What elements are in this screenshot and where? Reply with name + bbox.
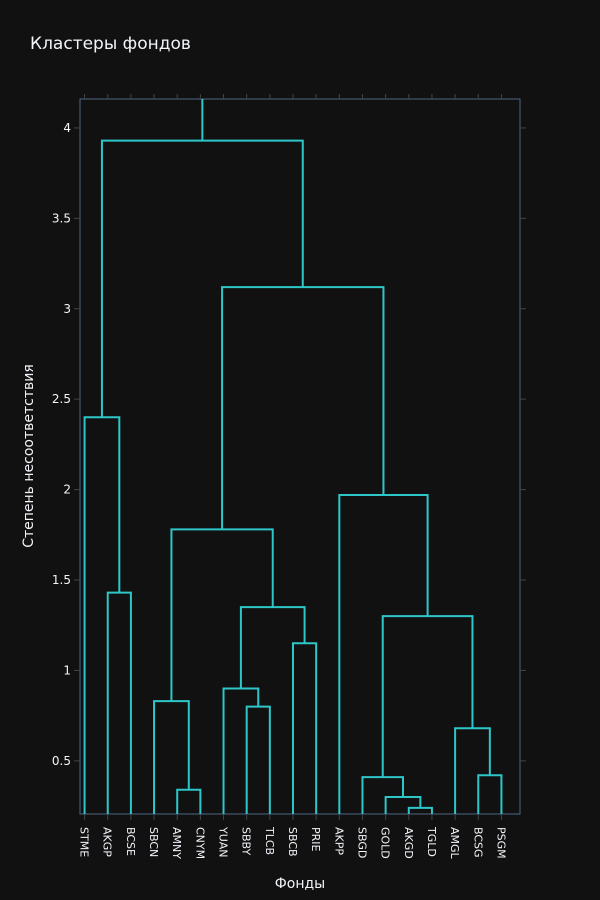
y-tick-label: 4 (63, 121, 71, 135)
y-tick-label: 1 (63, 663, 71, 677)
x-tick-label: PRIE (309, 827, 322, 852)
x-tick-label: STME (78, 827, 91, 857)
dendrogram-link (245, 705, 271, 814)
dendrogram-link (170, 528, 274, 702)
dendrogram-link (361, 776, 404, 814)
y-axis-label: Степень несоответствия (21, 364, 37, 548)
dendrogram-link (384, 796, 422, 814)
dendrogram-link (176, 788, 202, 814)
dendrogram-link (100, 139, 304, 418)
y-tick-label: 2.5 (52, 392, 71, 406)
x-tick-label: AMGL (448, 827, 461, 860)
dendrogram-link (454, 727, 491, 814)
dendrogram-link (83, 416, 121, 814)
x-tick-label: SBGD (355, 827, 368, 858)
y-tick-label: 0.5 (52, 754, 71, 768)
dendrogram-link (292, 642, 318, 814)
x-tick-label: YUAN (217, 826, 230, 858)
x-tick-label: AKGD (402, 827, 415, 859)
x-tick-label: PSGM (494, 827, 507, 859)
plot-frame (79, 98, 521, 815)
y-tick-label: 3 (63, 302, 71, 316)
dendrogram-link (153, 700, 190, 814)
x-tick-label: TLCB (263, 826, 276, 855)
dendrogram-link (338, 494, 429, 814)
x-tick-label: SBCB (286, 827, 299, 857)
x-tick-label: SBCN (147, 827, 160, 857)
x-tick-label: AKGP (101, 827, 114, 857)
x-tick-label: CNYM (193, 827, 206, 859)
dendrogram-link (477, 774, 503, 814)
x-axis-label: Фонды (275, 876, 326, 892)
x-tick-label: AKPP (332, 827, 345, 855)
dendrogram-link (221, 286, 385, 530)
x-tick-label: AMNY (170, 827, 183, 859)
dendrogram-link (106, 591, 132, 814)
dendrogram-link (239, 606, 306, 689)
dendrogram-link (407, 806, 433, 814)
dendrogram-link (381, 615, 474, 778)
y-tick-label: 2 (63, 483, 71, 497)
x-tick-label: BCSG (471, 827, 484, 858)
y-tick-label: 3.5 (52, 211, 71, 225)
x-tick-label: BCSE (124, 827, 137, 856)
x-tick-label: TGLD (425, 826, 438, 857)
chart-title: Кластеры фондов (30, 34, 191, 54)
x-tick-label: SBBY (240, 827, 253, 855)
y-tick-label: 1.5 (52, 573, 71, 587)
x-tick-label: GOLD (379, 827, 392, 859)
